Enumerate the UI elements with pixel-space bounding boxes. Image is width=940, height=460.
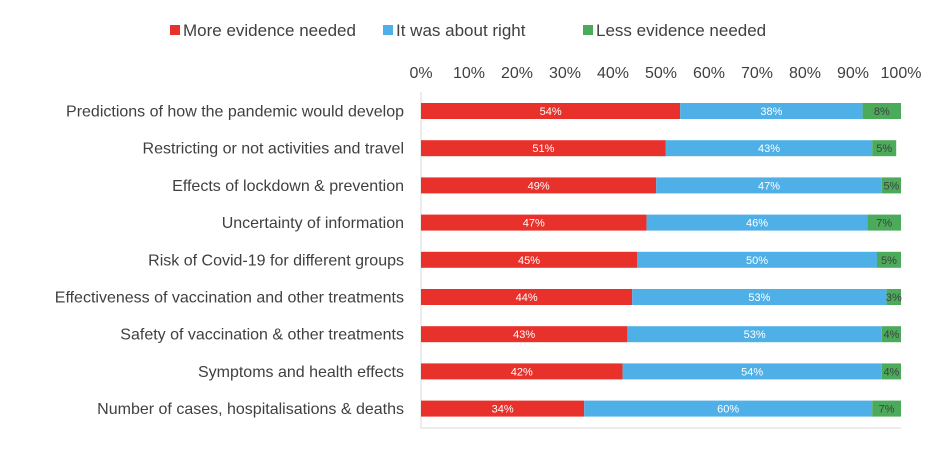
bar-value-label: 60% xyxy=(717,404,739,416)
category-label: Safety of vaccination & other treatments xyxy=(120,327,404,344)
bar-value-label: 54% xyxy=(540,106,562,118)
x-tick-label: 20% xyxy=(501,65,533,82)
bar-segment xyxy=(421,103,681,119)
bar-value-label: 51% xyxy=(532,143,554,155)
bar-value-label: 7% xyxy=(876,218,892,230)
bar-segment xyxy=(881,363,901,380)
bar-segment xyxy=(877,251,901,268)
x-tick-label: 40% xyxy=(597,65,629,82)
bar-segment xyxy=(421,289,633,305)
x-tick-label: 100% xyxy=(881,65,922,82)
legend-swatch xyxy=(170,25,180,35)
bar-value-label: 4% xyxy=(883,366,899,378)
category-label: Uncertainty of information xyxy=(222,215,404,232)
bar-value-label: 44% xyxy=(516,292,538,304)
bar-value-label: 38% xyxy=(760,106,782,118)
bar-segment xyxy=(627,326,882,343)
bar-segment xyxy=(637,251,877,268)
bar-value-label: 45% xyxy=(518,255,540,267)
x-tick-label: 70% xyxy=(741,65,773,82)
bar-segment xyxy=(421,326,628,343)
x-tick-label: 90% xyxy=(837,65,869,82)
bar-segment xyxy=(622,363,882,380)
bar-segment xyxy=(862,103,901,119)
bar-value-label: 53% xyxy=(748,292,770,304)
x-tick-label: 60% xyxy=(693,65,725,82)
bar-segment xyxy=(421,177,657,194)
bar-segment xyxy=(421,214,647,231)
legend-label: More evidence needed xyxy=(183,21,356,40)
bar-segment xyxy=(646,214,868,231)
legend-swatch xyxy=(383,25,393,35)
x-axis-ticks: 0% 10% 20% 30% 40% 50% 60% 70% 80% 90% 100% xyxy=(409,65,921,82)
legend: More evidence needed It was about right Le… xyxy=(170,21,766,40)
bar-value-label: 49% xyxy=(528,180,550,192)
bar-value-label: 43% xyxy=(513,329,535,341)
bar-value-label: 42% xyxy=(511,366,533,378)
bar-segment xyxy=(421,251,637,268)
x-tick-label: 50% xyxy=(645,65,677,82)
category-labels: Predictions of how the pandemic would de… xyxy=(55,104,404,419)
bar-value-label: 5% xyxy=(876,143,892,155)
bar-value-label: 3% xyxy=(886,292,902,304)
bar-segment xyxy=(665,140,873,157)
bar-segment xyxy=(632,289,887,305)
bar-segment xyxy=(421,140,666,157)
bar-value-label: 47% xyxy=(523,218,545,230)
category-label: Symptoms and health effects xyxy=(198,364,404,381)
bar-value-label: 34% xyxy=(492,404,514,416)
bar-segment xyxy=(680,103,863,119)
bar-segment xyxy=(886,289,901,305)
bar-value-label: 43% xyxy=(758,143,780,155)
bar-value-label: 47% xyxy=(758,180,780,192)
bar-value-label: 4% xyxy=(883,329,899,341)
legend-label: It was about right xyxy=(396,21,526,40)
bar-segment xyxy=(584,400,873,417)
category-label: Restricting or not activities and travel xyxy=(143,141,404,158)
x-tick-label: 0% xyxy=(409,65,432,82)
bar-segment xyxy=(872,140,897,157)
bar-value-label: 7% xyxy=(879,404,895,416)
category-label: Number of cases, hospitalisations & deat… xyxy=(97,401,404,418)
x-tick-label: 30% xyxy=(549,65,581,82)
bar-value-label: 5% xyxy=(881,255,897,267)
bar-value-label: 54% xyxy=(741,366,763,378)
bar-segment xyxy=(867,214,901,231)
bars xyxy=(421,103,901,417)
bar-segment xyxy=(881,177,901,194)
bar-value-label: 50% xyxy=(746,255,768,267)
legend-swatch xyxy=(583,25,593,35)
x-tick-label: 80% xyxy=(789,65,821,82)
bar-labels: 54% 38% 8% 51% 43% 5% 49% 47% 5% 47% 46% 7% 45% 50% 5%… xyxy=(492,106,902,416)
category-label: Effects of lockdown & prevention xyxy=(172,178,404,195)
legend-label: Less evidence needed xyxy=(596,21,766,40)
bar-segment xyxy=(656,177,882,194)
bar-value-label: 53% xyxy=(744,329,766,341)
bar-value-label: 5% xyxy=(883,180,899,192)
bar-segment xyxy=(881,326,901,343)
bar-value-label: 46% xyxy=(746,218,768,230)
category-label: Risk of Covid-19 for different groups xyxy=(148,252,404,269)
x-tick-label: 10% xyxy=(453,65,485,82)
category-label: Predictions of how the pandemic would de… xyxy=(66,104,404,121)
bar-segment xyxy=(421,400,585,417)
bar-segment xyxy=(872,400,901,417)
bar-value-label: 8% xyxy=(874,106,890,118)
bar-segment xyxy=(421,363,623,380)
category-label: Effectiveness of vaccination and other t… xyxy=(55,290,404,307)
